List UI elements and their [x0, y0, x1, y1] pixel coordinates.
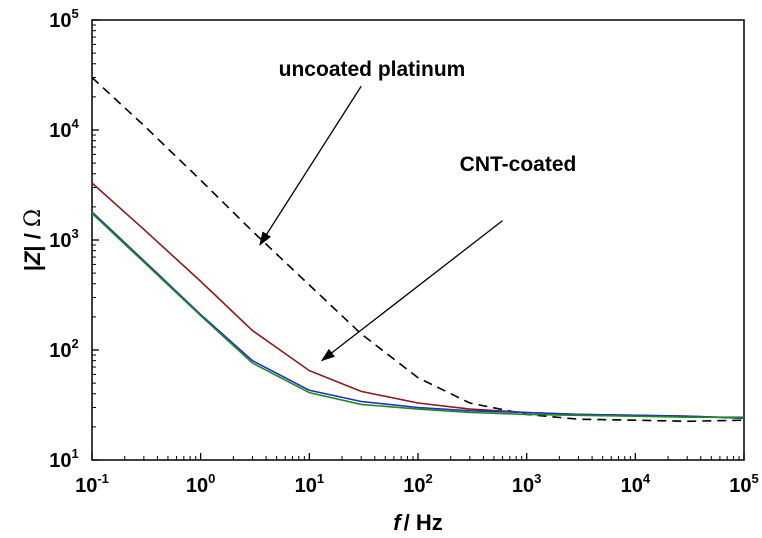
- annotation-arrow: [259, 85, 362, 246]
- x-tick-label: 101: [295, 471, 324, 497]
- series-line-2: [91, 182, 745, 419]
- series-line-4: [91, 212, 744, 419]
- x-tick-label: 103: [512, 471, 541, 497]
- annotation-layer: uncoated platinum CNT-coated: [259, 58, 577, 362]
- y-tick-label: 102: [49, 336, 78, 362]
- series-line-1: [91, 76, 745, 423]
- annotation-label: uncoated platinum: [279, 58, 466, 81]
- series-line-3: [91, 211, 745, 419]
- y-tick-label: 104: [49, 116, 79, 142]
- x-tick-label: 10-1: [75, 471, 109, 497]
- x-tick-label: 100: [186, 471, 215, 497]
- x-axis-title: f / Hz: [393, 510, 442, 535]
- annotation-label: CNT-coated: [460, 153, 577, 176]
- y-tick-label: 105: [49, 6, 78, 32]
- y-tick-label: 103: [49, 226, 78, 252]
- ticks-layer: 10-1 100 101 102 103 104 105 101 102 103 104 105: [49, 6, 758, 497]
- x-tick-label: 105: [729, 471, 758, 497]
- plot-frame: [91, 19, 745, 461]
- y-tick-label: 101: [49, 446, 78, 472]
- series-layer: [91, 76, 745, 423]
- annotation-arrow: [320, 220, 503, 362]
- y-axis-title: |Z| / Ω: [20, 209, 46, 271]
- x-tick-label: 104: [621, 471, 651, 497]
- x-tick-label: 102: [403, 471, 432, 497]
